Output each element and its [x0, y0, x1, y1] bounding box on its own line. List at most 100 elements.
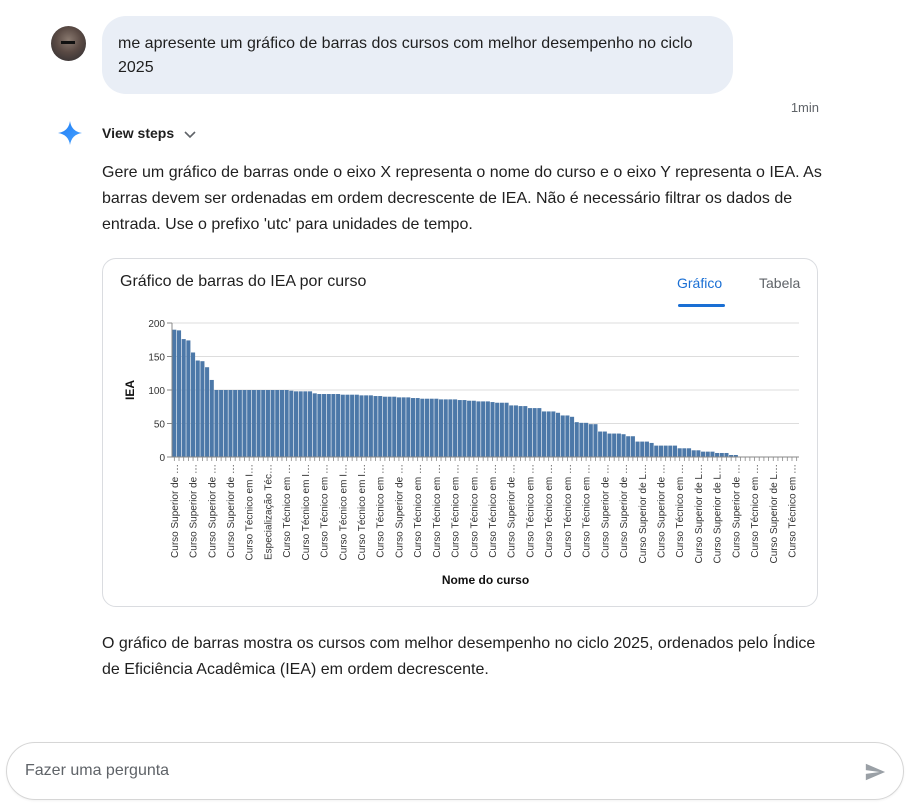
bar [729, 454, 734, 457]
x-tick-label: Curso Superior de … [731, 464, 742, 558]
bar [635, 441, 640, 457]
x-tick-label: Curso Técnico em … [525, 464, 536, 558]
bar [584, 422, 589, 457]
bar [672, 445, 678, 457]
tab-tabela[interactable]: Tabela [759, 275, 801, 291]
bar [326, 394, 331, 457]
bar [181, 339, 186, 457]
bar [247, 390, 252, 457]
bar [687, 448, 692, 457]
bar [368, 395, 373, 457]
bar [696, 450, 701, 457]
bar [691, 450, 696, 457]
bar [424, 398, 430, 457]
bar [336, 394, 341, 457]
bar [176, 330, 182, 457]
bar [518, 406, 523, 457]
bar [509, 405, 514, 457]
bar [495, 402, 500, 457]
bar [191, 352, 196, 457]
y-tick-label: 200 [148, 319, 165, 330]
bar [382, 396, 387, 457]
bar [616, 433, 621, 457]
x-tick-label: Curso Superior de … [600, 464, 611, 558]
response-summary: O gráfico de barras mostra os cursos com… [102, 635, 816, 678]
bar [476, 401, 481, 457]
x-tick-label: Curso Superior de … [619, 464, 630, 558]
bar [504, 402, 509, 457]
x-tick-label: Curso Superior de L… [638, 464, 649, 564]
chart-card-title: Gráfico de barras do IEA por curso [120, 273, 367, 290]
bar [499, 402, 504, 457]
bar [443, 399, 448, 457]
bar [570, 416, 575, 457]
x-tick-label: Curso Técnico em … [488, 464, 499, 558]
bar [467, 400, 472, 457]
bar [705, 451, 710, 457]
x-tick-label: Curso Técnico em … [787, 464, 798, 558]
bar [551, 411, 556, 457]
bar [359, 395, 364, 457]
bar [275, 390, 280, 457]
bar [205, 367, 210, 457]
bar [733, 454, 738, 457]
bar [560, 415, 565, 457]
active-tab-indicator [678, 304, 725, 307]
bar [392, 396, 397, 457]
y-tick-label: 100 [148, 386, 165, 397]
x-axis-title: Nome do curso [442, 573, 529, 587]
x-tick-label: Curso Técnico em … [544, 464, 555, 558]
bar [663, 445, 668, 457]
x-tick-label: Curso Superior de L… [713, 464, 724, 564]
bar [532, 408, 537, 457]
bar [485, 401, 490, 457]
user-message-bubble: me apresente um gráfico de barras dos cu… [102, 16, 733, 94]
x-tick-label: Curso Técnico em … [750, 464, 761, 558]
bar [541, 411, 547, 457]
bar [420, 398, 425, 457]
bar [331, 394, 336, 457]
x-tick-label: Curso Superior de L… [769, 464, 780, 564]
x-tick-label: Curso Técnico em … [320, 464, 331, 558]
bar [523, 406, 528, 457]
bar [719, 452, 724, 457]
bar [279, 390, 284, 457]
x-tick-label: Curso Técnico em … [675, 464, 686, 558]
bar [307, 391, 313, 457]
bar [602, 431, 607, 457]
bar [565, 415, 570, 457]
x-tick-label: Curso Técnico em … [413, 464, 424, 558]
bar [303, 391, 308, 457]
bar [378, 396, 383, 457]
bar [701, 451, 706, 457]
bar [588, 424, 593, 457]
view-steps-toggle[interactable]: View steps [102, 125, 196, 141]
bar [186, 340, 191, 457]
user-avatar [51, 26, 86, 61]
bar [612, 433, 617, 457]
bar [322, 394, 327, 457]
send-icon[interactable] [863, 761, 887, 783]
bar [350, 394, 355, 457]
bar [434, 398, 439, 457]
bar [396, 397, 401, 457]
bar [242, 390, 247, 457]
tab-grafico[interactable]: Gráfico [677, 275, 723, 291]
bar [640, 441, 645, 457]
question-input[interactable] [23, 761, 847, 781]
bar [219, 390, 224, 457]
x-tick-label: Curso Técnico em I… [357, 464, 368, 561]
x-tick-label: Curso Técnico em … [432, 464, 443, 558]
y-axis-title: IEA [123, 380, 137, 400]
x-tick-label: Curso Superior de … [394, 464, 405, 558]
x-tick-label: Curso Técnico em … [563, 464, 574, 558]
bar [490, 402, 495, 457]
bar [406, 397, 411, 457]
bar [251, 390, 256, 457]
bar [298, 391, 303, 457]
x-tick-label: Curso Técnico em … [469, 464, 480, 558]
bar [289, 390, 294, 457]
bar [261, 390, 266, 457]
x-tick-label: Curso Superior de … [170, 464, 181, 558]
bar [284, 390, 289, 457]
